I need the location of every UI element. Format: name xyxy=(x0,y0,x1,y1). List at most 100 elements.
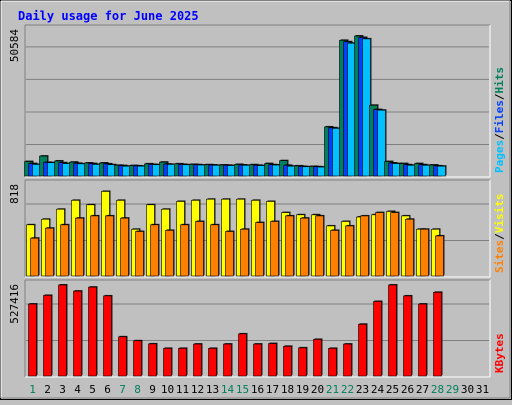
series-legend: KBytes xyxy=(493,333,506,373)
bar-kbytes-day-21 xyxy=(328,348,337,377)
x-label-day-9: 9 xyxy=(149,383,156,396)
bar-kbytes-day-23 xyxy=(358,323,367,377)
bar-sites-day-16 xyxy=(255,222,264,277)
bar-sites-day-5 xyxy=(90,215,99,277)
bar-sites-day-21 xyxy=(330,230,339,277)
panel-hits_files_pages: 50584 Pages/Files/Hits xyxy=(8,24,506,178)
bar-sites-day-13 xyxy=(210,224,219,277)
x-label-day-19: 19 xyxy=(296,383,309,396)
x-label-day-12: 12 xyxy=(191,383,204,396)
panel-visits_sites: 818 Sites/Visits xyxy=(8,179,506,278)
bar-kbytes-day-8 xyxy=(133,340,142,377)
bar-kbytes-day-16 xyxy=(253,343,262,377)
x-label-day-10: 10 xyxy=(161,383,174,396)
bar-kbytes-day-20 xyxy=(313,339,322,377)
legend-entry: / xyxy=(493,133,506,140)
panel-kbytes: 527416 KBytes xyxy=(8,279,506,378)
bar-sites-day-24 xyxy=(375,212,384,277)
bar-kbytes-day-10 xyxy=(163,348,172,377)
bar-kbytes-day-25 xyxy=(388,284,397,377)
series-legend: Sites/Visits xyxy=(493,194,506,274)
legend-entry: KBytes xyxy=(493,333,506,373)
x-label-day-18: 18 xyxy=(281,383,294,396)
y-max-label: 818 xyxy=(8,184,21,204)
x-label-day-24: 24 xyxy=(371,383,385,396)
bar-sites-day-7 xyxy=(120,217,129,277)
bar-sites-day-25 xyxy=(390,212,399,277)
x-label-day-3: 3 xyxy=(59,383,66,396)
bar-kbytes-day-7 xyxy=(118,336,127,377)
x-label-day-20: 20 xyxy=(311,383,324,396)
bar-kbytes-day-9 xyxy=(148,343,157,377)
bar-kbytes-day-14 xyxy=(223,343,232,377)
bar-kbytes-day-2 xyxy=(43,295,52,377)
x-label-day-16: 16 xyxy=(251,383,264,396)
bar-kbytes-day-27 xyxy=(418,303,427,377)
x-label-day-11: 11 xyxy=(176,383,189,396)
chart-title: Daily usage for June 2025 xyxy=(18,9,199,23)
x-label-day-13: 13 xyxy=(206,383,219,396)
bar-kbytes-day-11 xyxy=(178,348,187,377)
x-label-day-22: 22 xyxy=(341,383,354,396)
y-max-label: 527416 xyxy=(8,284,21,324)
x-label-day-29: 29 xyxy=(446,383,459,396)
x-label-day-4: 4 xyxy=(74,383,81,396)
bar-sites-day-20 xyxy=(315,215,324,277)
bar-kbytes-day-1 xyxy=(28,303,37,377)
legend-entry: / xyxy=(493,93,506,100)
x-label-day-28: 28 xyxy=(431,383,444,396)
bar-sites-day-3 xyxy=(60,224,69,277)
x-axis-labels: 1 2 3 4 5 6 7 8 9 10 11 12 13 14 15 16 17 18 19 20 21 22 23 24 2… xyxy=(29,383,489,396)
bar-kbytes-day-12 xyxy=(193,343,202,377)
bar-kbytes-day-13 xyxy=(208,348,217,377)
chart-panels: 50584Pages/Files/Hits818Sites/Visits5274… xyxy=(8,24,506,378)
bar-sites-day-14 xyxy=(225,231,234,277)
panel-background xyxy=(25,25,490,177)
x-label-day-17: 17 xyxy=(266,383,279,396)
bar-sites-day-4 xyxy=(75,217,84,277)
bar-sites-day-23 xyxy=(360,215,369,277)
bar-kbytes-day-24 xyxy=(373,301,382,377)
bar-kbytes-day-26 xyxy=(403,295,412,377)
legend-entry: Visits xyxy=(493,194,506,234)
bar-kbytes-day-5 xyxy=(88,286,97,377)
x-label-day-25: 25 xyxy=(386,383,399,396)
bar-sites-day-1 xyxy=(30,237,39,277)
bar-sites-day-12 xyxy=(195,221,204,277)
y-max-label: 50584 xyxy=(8,29,21,62)
bar-pages-day-28 xyxy=(437,165,446,177)
bar-kbytes-day-19 xyxy=(298,347,307,377)
bar-sites-day-11 xyxy=(180,224,189,277)
bar-kbytes-day-4 xyxy=(73,290,82,377)
bar-sites-day-18 xyxy=(285,215,294,277)
x-label-day-2: 2 xyxy=(44,383,51,396)
x-label-day-31: 31 xyxy=(476,383,489,396)
bar-kbytes-day-28 xyxy=(433,292,442,377)
x-label-day-8: 8 xyxy=(134,383,141,396)
series-legend: Pages/Files/Hits xyxy=(493,67,506,173)
x-label-day-27: 27 xyxy=(416,383,429,396)
bar-sites-day-9 xyxy=(150,224,159,277)
x-label-day-23: 23 xyxy=(356,383,369,396)
x-label-day-14: 14 xyxy=(221,383,235,396)
x-label-day-21: 21 xyxy=(326,383,339,396)
bar-kbytes-day-15 xyxy=(238,333,247,377)
bar-kbytes-day-22 xyxy=(343,343,352,377)
bar-pages-day-24 xyxy=(377,109,386,177)
x-label-day-26: 26 xyxy=(401,383,414,396)
bar-sites-day-27 xyxy=(420,228,429,277)
x-label-day-30: 30 xyxy=(461,383,474,396)
bar-kbytes-day-6 xyxy=(103,295,112,377)
bar-sites-day-6 xyxy=(105,215,114,277)
bar-sites-day-10 xyxy=(165,230,174,277)
bar-sites-day-15 xyxy=(240,228,249,277)
bar-kbytes-day-18 xyxy=(283,346,292,377)
bar-sites-day-22 xyxy=(345,225,354,277)
x-label-day-6: 6 xyxy=(104,383,111,396)
x-label-day-7: 7 xyxy=(119,383,126,396)
legend-entry: Pages xyxy=(493,140,506,173)
legend-entry: Sites xyxy=(493,240,506,273)
bar-kbytes-day-17 xyxy=(268,343,277,377)
legend-entry: Files xyxy=(493,100,506,133)
